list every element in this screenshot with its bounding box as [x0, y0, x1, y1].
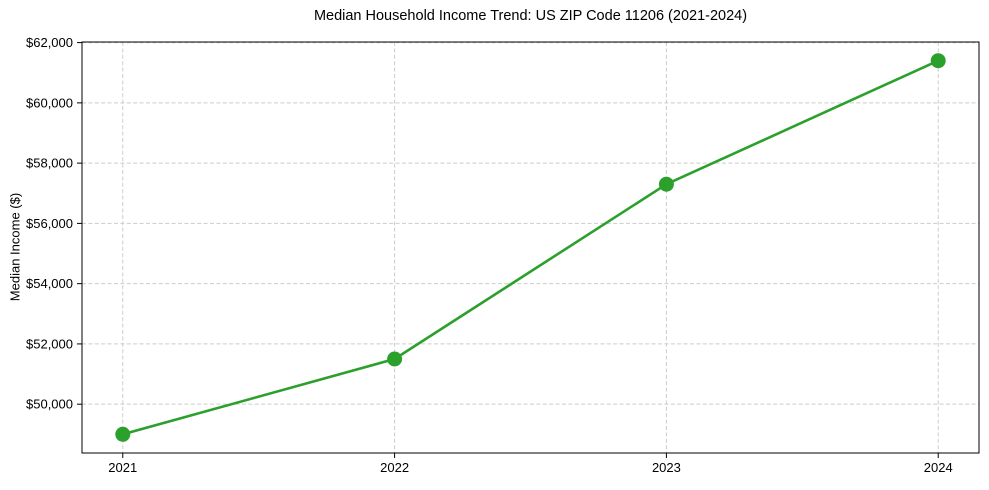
x-tick-label: 2023 — [652, 460, 681, 475]
x-tick-label: 2024 — [924, 460, 953, 475]
data-point-marker — [658, 176, 674, 192]
y-tick-label: $52,000 — [26, 336, 73, 351]
chart-title: Median Household Income Trend: US ZIP Co… — [313, 8, 748, 24]
y-tick-label: $62,000 — [26, 35, 73, 50]
plot-border — [81, 41, 980, 454]
y-tick-label: $58,000 — [26, 156, 73, 171]
data-point-marker — [115, 426, 131, 442]
y-tick-label: $54,000 — [26, 276, 73, 291]
data-line — [121, 59, 940, 436]
x-tick-label: 2021 — [108, 460, 137, 475]
y-tick-label: $60,000 — [26, 95, 73, 110]
y-tick-label: $56,000 — [26, 216, 73, 231]
x-tick-label: 2022 — [380, 460, 409, 475]
data-point-marker — [930, 53, 946, 69]
data-point-marker — [387, 351, 403, 367]
y-tick-label: $50,000 — [26, 397, 73, 412]
